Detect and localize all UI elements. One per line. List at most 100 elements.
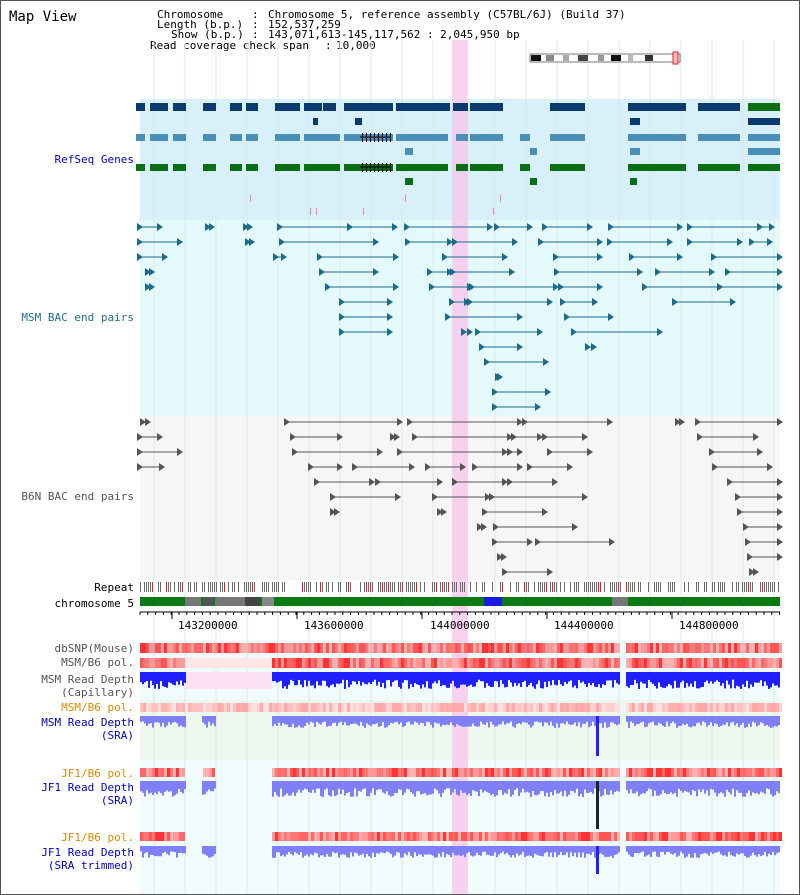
coverage-value: 10,000 [336,39,376,52]
repeat-mark [674,582,675,592]
polymorphism-cell [524,832,527,841]
polymorphism-cell [542,768,545,777]
polymorphism-cell [383,703,386,712]
bac-end-arrow [339,298,345,306]
polymorphism-cell [203,768,206,777]
polymorphism-cell [449,768,452,777]
polymorphism-cell [434,703,437,712]
read-depth-bar [308,846,310,857]
read-depth-bar [466,781,468,796]
polymorphism-cell [500,643,503,653]
read-depth-bar [690,781,692,796]
read-depth-bar [646,846,648,856]
track-label-jf1-b6-pol-2: JF1/B6 pol. [61,831,134,844]
read-depth-bar [296,846,298,854]
polymorphism-cell [326,643,329,653]
polymorphism-cell [185,643,188,653]
read-depth-bar [350,781,352,797]
bac-end-arrow [517,463,523,471]
bac-end-arrow [319,268,325,276]
repeat-mark [618,582,619,592]
read-depth-bar [376,716,378,724]
polymorphism-cell [344,703,347,712]
read-depth-bar [628,716,630,728]
polymorphism-cell [608,643,611,653]
polymorphism-cell [209,643,212,653]
polymorphism-cell [716,643,719,653]
polymorphism-cell [662,832,665,841]
read-depth-bar [504,846,506,855]
bac-end-arrow [352,463,358,471]
polymorphism-cell [437,703,440,712]
polymorphism-cell [395,703,398,712]
read-depth-bar [202,846,204,854]
read-depth-bar [514,672,516,683]
polymorphism-cell [596,832,599,841]
read-depth-bar [154,846,156,857]
polymorphism-cell [287,703,290,712]
repeat-mark [538,582,539,592]
read-depth-bar [384,672,386,689]
read-depth-bar [548,846,550,857]
read-depth-bar [746,672,748,681]
repeat-mark [578,582,579,592]
track-label-msm-bac[interactable]: MSM BAC end pairs [21,311,134,324]
read-depth-bar [726,781,728,790]
read-depth-bar [298,846,300,855]
polymorphism-cell [389,703,392,712]
read-depth-bar [176,846,178,858]
read-depth-bar [312,846,314,856]
gene-block [748,164,780,171]
bac-end-arrow [509,268,515,276]
polymorphism-cell [602,703,605,712]
track-label-b6n-bac[interactable]: B6N BAC end pairs [21,490,134,503]
read-depth-bar [398,716,400,725]
read-depth-bar [272,781,274,797]
read-depth-bar [468,846,470,852]
track-label-refseq[interactable]: RefSeq Genes [54,153,134,166]
polymorphism-cell [332,832,335,841]
read-depth-bar [720,846,722,855]
polymorphism-cell [719,643,722,653]
polymorphism-cell [719,768,722,777]
read-depth-bar [720,672,722,686]
read-depth-bar [396,716,398,722]
read-depth-bar [502,672,504,684]
polymorphism-cell [647,658,650,668]
polymorphism-cell [314,832,317,841]
repeat-mark [222,582,223,592]
repeat-mark [390,582,391,592]
read-depth-bar [686,672,688,684]
repeat-mark [672,582,673,592]
polymorphism-cell [581,832,584,841]
track-label-jf1-depth-trim-2: (SRA trimmed) [47,859,134,872]
polymorphism-cell [251,643,254,653]
polymorphism-cell [143,643,146,653]
bac-end-arrow [145,268,151,276]
read-depth-bar [708,846,710,856]
polymorphism-cell [611,768,614,777]
polymorphism-cell [707,768,710,777]
read-depth-bar [724,716,726,725]
polymorphism-cell [698,658,701,668]
read-depth-bar [424,716,426,727]
read-depth-bar [776,846,778,854]
read-depth-bar [550,716,552,722]
polymorphism-cell [152,703,155,712]
polymorphism-cell [419,643,422,653]
polymorphism-cell [560,832,563,841]
polymorphism-cell [530,768,533,777]
polymorphism-cell [299,832,302,841]
read-depth-bar [756,781,758,794]
read-depth-bar [272,846,274,858]
read-depth-bar [572,846,574,857]
read-depth-bar [646,716,648,727]
read-depth-bar [546,672,548,688]
read-depth-bar [716,781,718,797]
repeat-mark [386,582,387,592]
read-depth-bar [394,846,396,856]
read-depth-bar [738,672,740,687]
repeat-mark [596,582,597,592]
polymorphism-cell [647,703,650,712]
